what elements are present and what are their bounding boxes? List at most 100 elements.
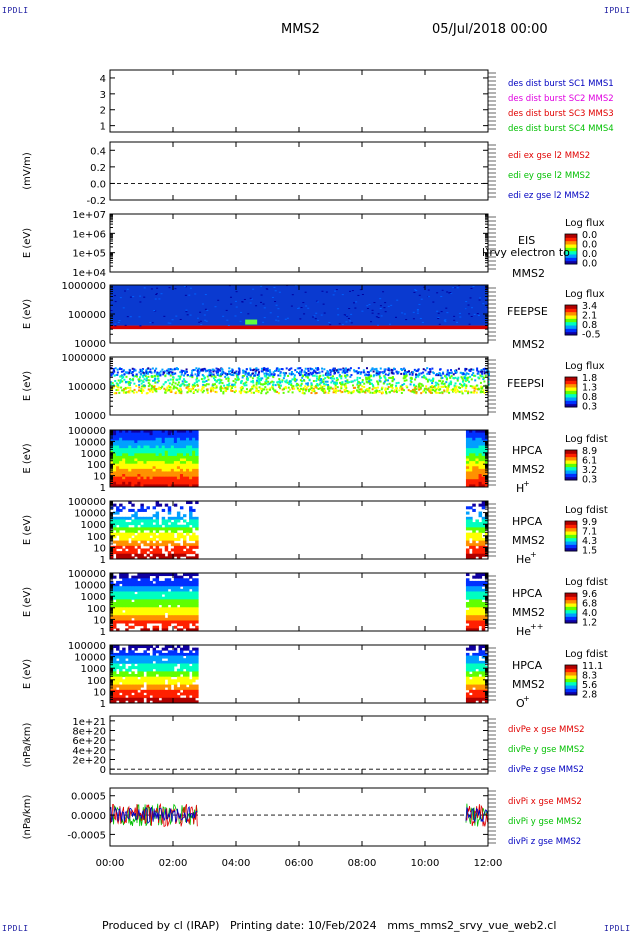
heatmap-pixel <box>158 466 163 470</box>
heatmap-pixel <box>340 377 343 380</box>
heatmap-pixel <box>345 389 348 392</box>
heatmap-pixel <box>143 535 147 539</box>
heatmap-pixel <box>472 479 476 483</box>
heatmap-pixel <box>128 548 132 552</box>
heatmap-pixel <box>305 374 308 377</box>
heatmap-pixel <box>411 373 414 376</box>
heatmap-pixel <box>472 468 476 472</box>
heatmap-pixel <box>152 430 157 433</box>
heatmap-pixel <box>429 370 432 373</box>
heatmap-pixel <box>140 612 144 616</box>
heatmap-pixel <box>274 384 277 387</box>
heatmap-pixel <box>379 308 382 310</box>
heatmap-pixel <box>447 384 450 387</box>
heatmap-pixel <box>484 580 489 584</box>
heatmap-pixel <box>192 516 196 520</box>
heatmap-pixel <box>137 594 141 598</box>
heatmap-pixel <box>116 689 120 693</box>
heatmap-pixel <box>414 387 417 390</box>
heatmap-pixel <box>478 591 483 595</box>
heatmap-pixel <box>149 615 153 619</box>
heatmap-pixel <box>126 316 129 318</box>
colorbar-segment <box>565 521 577 525</box>
heatmap-pixel <box>415 370 418 373</box>
heatmap-pixel <box>116 645 120 649</box>
heatmap-pixel <box>176 484 181 488</box>
heatmap-pixel <box>146 430 150 433</box>
heatmap-pixel <box>131 479 135 483</box>
y-axis-label: E (eV) <box>22 299 33 329</box>
heatmap-pixel <box>122 376 125 379</box>
heatmap-pixel <box>119 379 122 382</box>
heatmap-pixel <box>260 383 263 386</box>
heatmap-pixel <box>464 308 467 310</box>
heatmap-pixel <box>392 372 395 375</box>
heatmap-pixel <box>475 476 479 480</box>
heatmap-pixel <box>472 437 476 441</box>
heatmap-pixel <box>472 609 476 613</box>
heatmap-pixel <box>469 628 473 632</box>
heatmap-pixel <box>475 448 479 452</box>
heatmap-pixel <box>176 578 181 582</box>
heatmap-pixel <box>182 578 187 582</box>
heatmap-pixel <box>195 453 199 457</box>
heatmap-pixel <box>128 617 132 621</box>
heatmap-pixel <box>472 286 475 288</box>
heatmap-pixel <box>128 461 132 465</box>
heatmap-pixel <box>186 591 190 595</box>
heatmap-pixel <box>481 607 486 611</box>
heatmap-pixel <box>186 556 190 560</box>
heatmap-pixel <box>117 322 120 324</box>
heatmap-pixel <box>164 556 169 560</box>
heatmap-pixel <box>113 674 117 678</box>
heatmap-pixel <box>471 373 474 376</box>
heatmap-pixel <box>179 623 184 627</box>
heatmap-pixel <box>192 390 195 393</box>
heatmap-pixel <box>246 379 249 382</box>
heatmap-pixel <box>155 390 158 393</box>
heatmap-pixel <box>110 484 114 488</box>
heatmap-pixel <box>143 516 147 520</box>
heatmap-pixel <box>469 468 473 472</box>
heatmap-pixel <box>428 372 431 375</box>
heatmap-pixel <box>478 471 483 475</box>
colorbar-segment <box>565 541 577 545</box>
heatmap-pixel <box>331 368 334 371</box>
heatmap-pixel <box>204 308 207 310</box>
heatmap-pixel <box>179 553 184 557</box>
heatmap-pixel <box>192 586 196 590</box>
heatmap-pixel <box>242 382 245 385</box>
heatmap-pixel <box>235 379 238 382</box>
heatmap-pixel <box>315 300 318 302</box>
heatmap-pixel <box>176 596 181 600</box>
heatmap-pixel <box>110 687 114 691</box>
heatmap-pixel <box>119 543 123 547</box>
heatmap-pixel <box>441 376 444 379</box>
heatmap-pixel <box>434 381 437 384</box>
heatmap-pixel <box>300 382 303 385</box>
heatmap-pixel <box>167 432 172 436</box>
heatmap-pixel <box>329 371 332 374</box>
heatmap-pixel <box>120 386 123 389</box>
heatmap-pixel <box>175 391 178 394</box>
heatmap-pixel <box>154 369 157 372</box>
heatmap-pixel <box>212 389 215 392</box>
heatmap-pixel <box>113 625 117 629</box>
heatmap-pixel <box>143 476 147 480</box>
heatmap-pixel <box>149 442 153 446</box>
heatmap-pixel <box>158 435 163 439</box>
heatmap-pixel <box>437 385 440 388</box>
heatmap-pixel <box>167 476 172 480</box>
heatmap-pixel <box>262 368 265 371</box>
heatmap-pixel <box>475 479 479 483</box>
heatmap-pixel <box>384 311 387 313</box>
heatmap-pixel <box>155 586 160 590</box>
heatmap-pixel <box>137 607 141 611</box>
heatmap-pixel <box>481 503 486 507</box>
heatmap-pixel <box>478 474 483 478</box>
heatmap-pixel <box>146 484 150 488</box>
heatmap-pixel <box>164 450 169 454</box>
heatmap-pixel <box>196 375 199 378</box>
heatmap-pixel <box>255 388 258 391</box>
heatmap-pixel <box>122 476 126 480</box>
